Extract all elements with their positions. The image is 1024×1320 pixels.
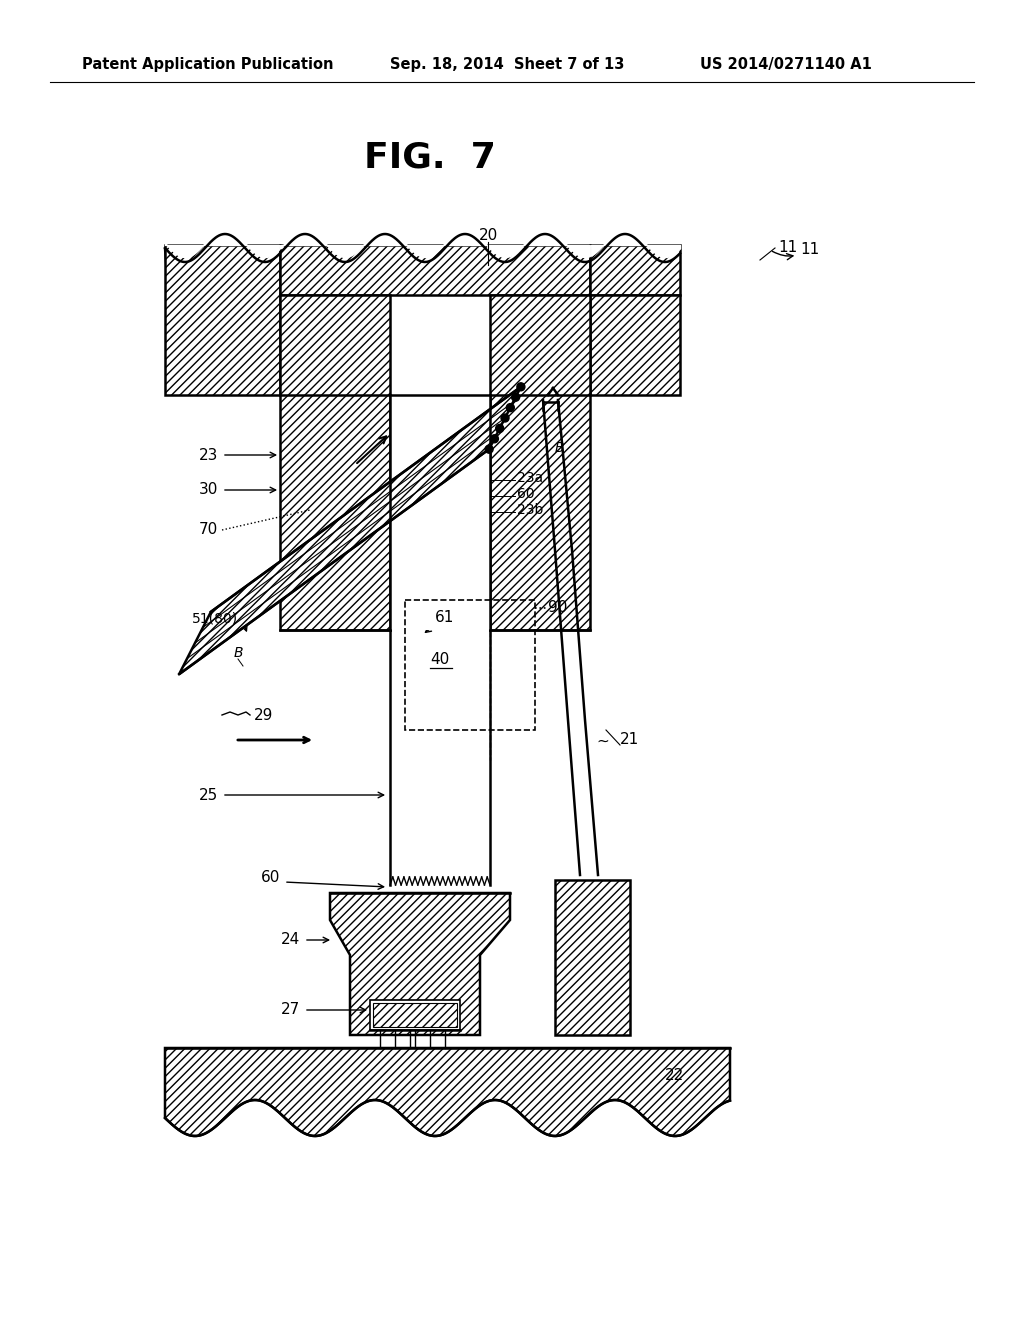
Text: 23b: 23b (517, 503, 544, 517)
Text: $\sim$: $\sim$ (594, 733, 610, 747)
Circle shape (490, 434, 499, 442)
Circle shape (512, 393, 519, 401)
Text: 60: 60 (261, 870, 280, 886)
Bar (370, 1001, 460, 1030)
Text: 30: 30 (199, 483, 218, 498)
Text: 40: 40 (430, 652, 450, 668)
Polygon shape (165, 246, 280, 395)
Bar (373, 1003, 457, 1027)
Circle shape (501, 414, 509, 422)
Text: 21: 21 (620, 733, 639, 747)
Polygon shape (280, 246, 590, 294)
Text: 27: 27 (281, 1002, 300, 1018)
Text: Sep. 18, 2014  Sheet 7 of 13: Sep. 18, 2014 Sheet 7 of 13 (390, 58, 625, 73)
Text: 11: 11 (772, 243, 819, 260)
Text: 60: 60 (517, 487, 535, 502)
Text: 23: 23 (199, 447, 218, 462)
Circle shape (506, 404, 514, 412)
Text: 11: 11 (778, 239, 798, 255)
Circle shape (496, 425, 504, 433)
Polygon shape (590, 246, 680, 294)
Polygon shape (179, 387, 521, 675)
Text: FIG.  7: FIG. 7 (365, 141, 496, 176)
Polygon shape (165, 1048, 730, 1137)
Text: B: B (555, 441, 564, 455)
Text: 22: 22 (665, 1068, 684, 1082)
Circle shape (517, 383, 525, 391)
Text: 61: 61 (435, 610, 455, 626)
Text: 29: 29 (254, 708, 273, 722)
Text: B: B (233, 645, 243, 660)
Text: 23a: 23a (517, 471, 543, 484)
Bar (390, 395, 490, 630)
Circle shape (485, 445, 494, 453)
Text: 90: 90 (548, 601, 567, 615)
Polygon shape (555, 880, 630, 1035)
Polygon shape (280, 294, 390, 630)
Text: US 2014/0271140 A1: US 2014/0271140 A1 (700, 58, 871, 73)
Polygon shape (330, 894, 510, 1035)
Text: 70: 70 (199, 523, 218, 537)
Text: 20: 20 (478, 227, 498, 243)
Bar (406, 601, 535, 730)
Text: 24: 24 (281, 932, 300, 948)
Text: 51(80): 51(80) (191, 611, 238, 624)
Polygon shape (590, 294, 680, 395)
Polygon shape (490, 294, 590, 630)
Text: 25: 25 (199, 788, 218, 803)
Text: Patent Application Publication: Patent Application Publication (82, 58, 334, 73)
Polygon shape (165, 234, 280, 389)
